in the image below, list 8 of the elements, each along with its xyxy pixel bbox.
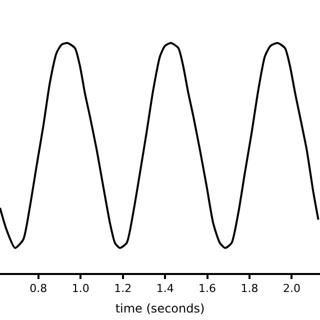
x-tick-label: 1.6 (198, 282, 216, 296)
x-tick-label: 2.0 (282, 282, 300, 296)
x-axis-title: time (seconds) (115, 302, 205, 316)
x-tick-label: 1.0 (72, 282, 90, 296)
x-tick-label: 0.8 (30, 282, 48, 296)
x-tick-label: 1.8 (240, 282, 258, 296)
x-tick-label: 1.2 (114, 282, 132, 296)
x-tick-label: 1.4 (156, 282, 174, 296)
